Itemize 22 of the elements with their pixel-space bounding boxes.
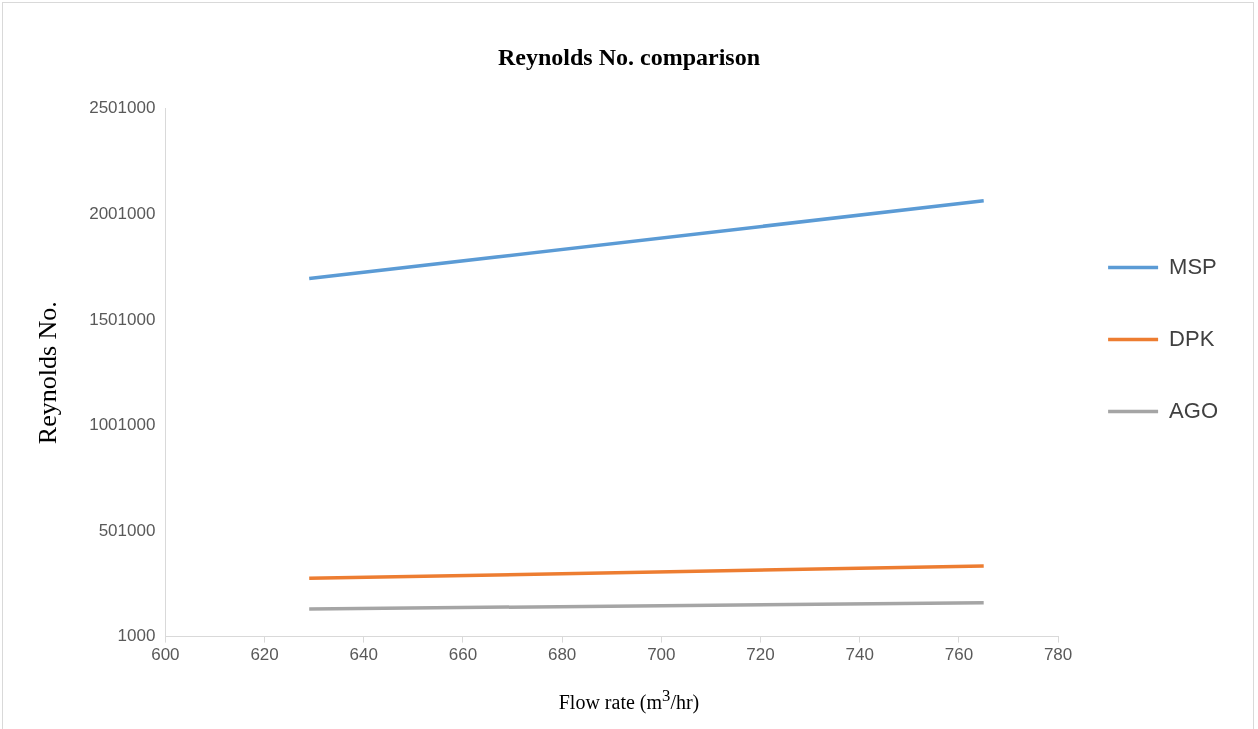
chart-title: Reynolds No. comparison [497, 43, 761, 70]
y-tick-label: 1501000 [89, 309, 156, 329]
x-tick-label: 700 [647, 645, 676, 665]
y-axis-title: Reynolds No. [33, 301, 63, 445]
y-tick-label: 501000 [98, 520, 156, 540]
y-tick-label: 2501000 [89, 98, 156, 118]
y-tick-label: 1001000 [89, 415, 156, 435]
x-tick-label: 600 [151, 645, 180, 665]
x-tick-label: 780 [1043, 645, 1073, 665]
legend-label: DPK [1169, 325, 1215, 351]
x-tick-label: 740 [845, 645, 874, 665]
x-tick-label: 640 [349, 645, 378, 665]
y-tick-label: 2001000 [89, 204, 156, 224]
x-tick-label: 660 [448, 645, 478, 665]
x-tick-label: 760 [944, 645, 974, 665]
legend-label: MSP [1169, 253, 1217, 279]
legend-label: AGO [1169, 397, 1219, 423]
x-tick-label: 680 [547, 645, 577, 665]
x-axis-title: Flow rate (m$^{3}$/hr) [557, 686, 701, 714]
x-tick-label: 620 [250, 645, 279, 665]
y-tick-label: 1000 [117, 626, 156, 646]
x-tick-label: 720 [746, 645, 775, 665]
